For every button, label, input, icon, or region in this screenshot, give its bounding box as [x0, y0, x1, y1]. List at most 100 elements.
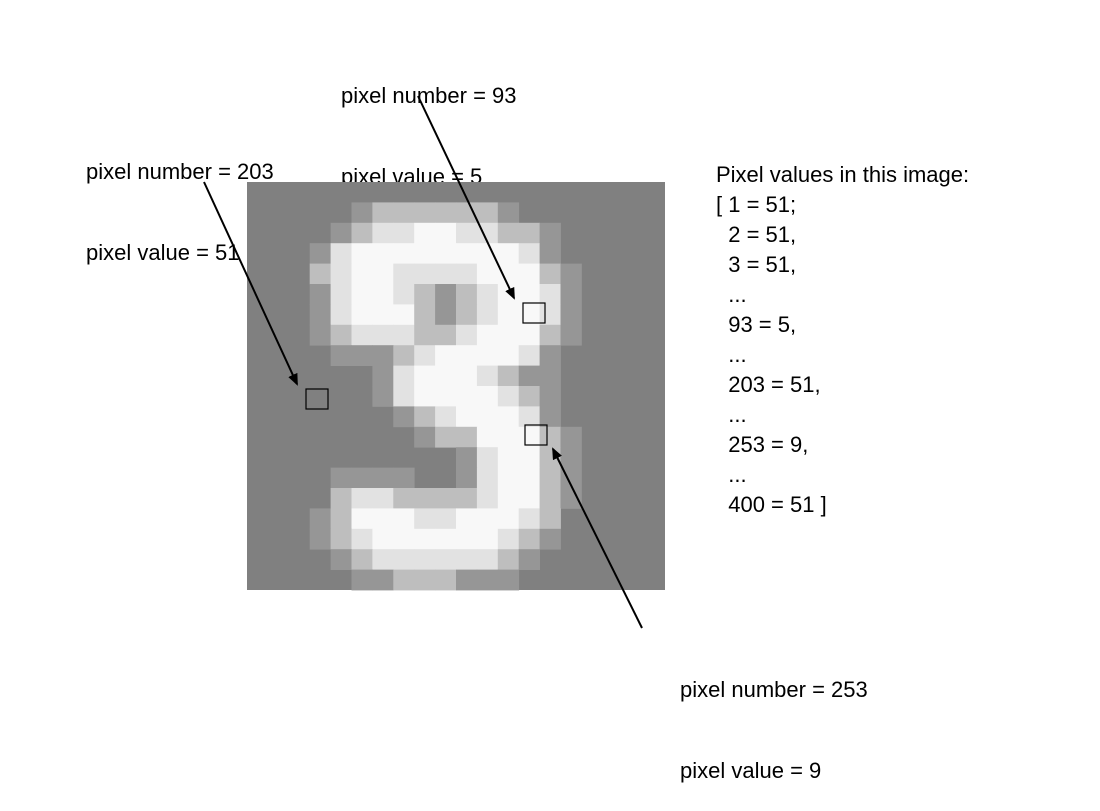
image-pixel	[497, 324, 520, 346]
image-pixel	[372, 304, 394, 326]
image-pixel	[393, 549, 415, 570]
image-pixel	[476, 345, 499, 366]
image-pixel	[435, 243, 457, 264]
image-pixel	[414, 304, 436, 326]
image-pixel	[560, 488, 582, 509]
image-pixel	[372, 508, 394, 530]
image-pixel	[351, 467, 373, 489]
image-pixel	[518, 406, 540, 428]
image-pixel	[518, 447, 540, 468]
image-pixel	[518, 508, 540, 530]
image-pixel	[518, 222, 540, 244]
image-pixel	[518, 549, 540, 570]
image-pixel	[393, 243, 415, 264]
image-pixel	[476, 447, 499, 468]
image-pixel	[497, 365, 520, 387]
image-pixel	[518, 386, 540, 407]
pixel-values-row-7: 203 = 51,	[716, 372, 821, 397]
image-pixel	[539, 386, 561, 407]
image-pixel	[309, 284, 331, 305]
pixel-values-row-3: 3 = 51,	[716, 252, 797, 277]
image-pixel	[435, 488, 457, 509]
image-pixel	[497, 386, 520, 407]
image-pixel	[497, 569, 520, 591]
pixel-values-row-11: 400 = 51 ]	[716, 492, 827, 517]
image-pixel	[372, 263, 394, 285]
image-pixel	[476, 549, 499, 570]
pixel-values-row-8: ...	[716, 402, 747, 427]
image-pixel	[435, 569, 457, 591]
image-pixel	[414, 263, 436, 285]
arrow-pixel-93	[417, 95, 515, 300]
image-pixel	[476, 569, 499, 591]
image-pixel	[414, 508, 436, 530]
image-pixel	[393, 467, 415, 489]
image-pixel	[518, 467, 540, 489]
image-pixel	[476, 222, 499, 244]
image-pixel	[560, 426, 582, 448]
image-pixel	[330, 528, 352, 550]
image-pixel	[560, 324, 582, 346]
image-pixel	[330, 243, 352, 264]
image-pixel	[414, 324, 436, 346]
arrow-pixel-253	[552, 447, 643, 629]
image-pixel	[372, 202, 394, 224]
image-pixel	[309, 243, 331, 264]
image-pixel	[435, 345, 457, 366]
image-pixel	[560, 447, 582, 468]
image-pixel	[456, 549, 478, 570]
image-pixel	[476, 406, 499, 428]
image-pixel	[476, 365, 499, 387]
image-pixel	[497, 243, 520, 264]
image-pixel	[497, 222, 520, 244]
image-pixel	[372, 386, 394, 407]
pixel-values-row-2: 2 = 51,	[716, 222, 797, 247]
image-pixel	[497, 426, 520, 448]
image-pixel	[351, 304, 373, 326]
highlight-pixel-93	[522, 302, 546, 324]
image-pixel	[372, 488, 394, 509]
image-pixel	[497, 345, 520, 366]
image-pixel	[393, 528, 415, 550]
image-pixel	[393, 284, 415, 305]
image-pixel	[351, 345, 373, 366]
image-pixel	[518, 426, 540, 448]
image-pixel	[476, 467, 499, 489]
image-pixel	[435, 426, 457, 448]
image-pixel	[476, 263, 499, 285]
image-pixel	[330, 488, 352, 509]
image-pixel	[497, 467, 520, 489]
image-pixel	[351, 528, 373, 550]
image-pixel	[351, 284, 373, 305]
image-pixel	[539, 406, 561, 428]
image-pixel	[309, 324, 331, 346]
image-pixel	[393, 202, 415, 224]
image-pixel	[539, 263, 561, 285]
image-pixel	[497, 304, 520, 326]
image-pixel	[456, 467, 478, 489]
image-pixel	[497, 508, 520, 530]
image-pixel	[518, 488, 540, 509]
image-pixel	[539, 304, 561, 326]
image-pixel	[393, 569, 415, 591]
image-pixel	[435, 528, 457, 550]
image-pixel	[351, 488, 373, 509]
callout-pixel-203-number: pixel number = 203	[86, 159, 274, 184]
image-pixel	[372, 324, 394, 346]
image-pixel	[518, 345, 540, 366]
image-pixel	[435, 549, 457, 570]
image-pixel	[435, 508, 457, 530]
pixel-values-row-1: [ 1 = 51;	[716, 192, 797, 217]
image-pixel	[435, 386, 457, 407]
image-pixel	[476, 488, 499, 509]
image-pixel	[539, 528, 561, 550]
image-pixel	[476, 528, 499, 550]
image-pixel	[456, 284, 478, 305]
pixel-values-row-9: 253 = 9,	[716, 432, 809, 457]
image-pixel	[393, 406, 415, 428]
image-pixel	[393, 488, 415, 509]
callout-pixel-253-value: pixel value = 9	[680, 758, 822, 783]
image-pixel	[330, 304, 352, 326]
digit-diagram	[203, 95, 665, 629]
image-pixel	[456, 447, 478, 468]
